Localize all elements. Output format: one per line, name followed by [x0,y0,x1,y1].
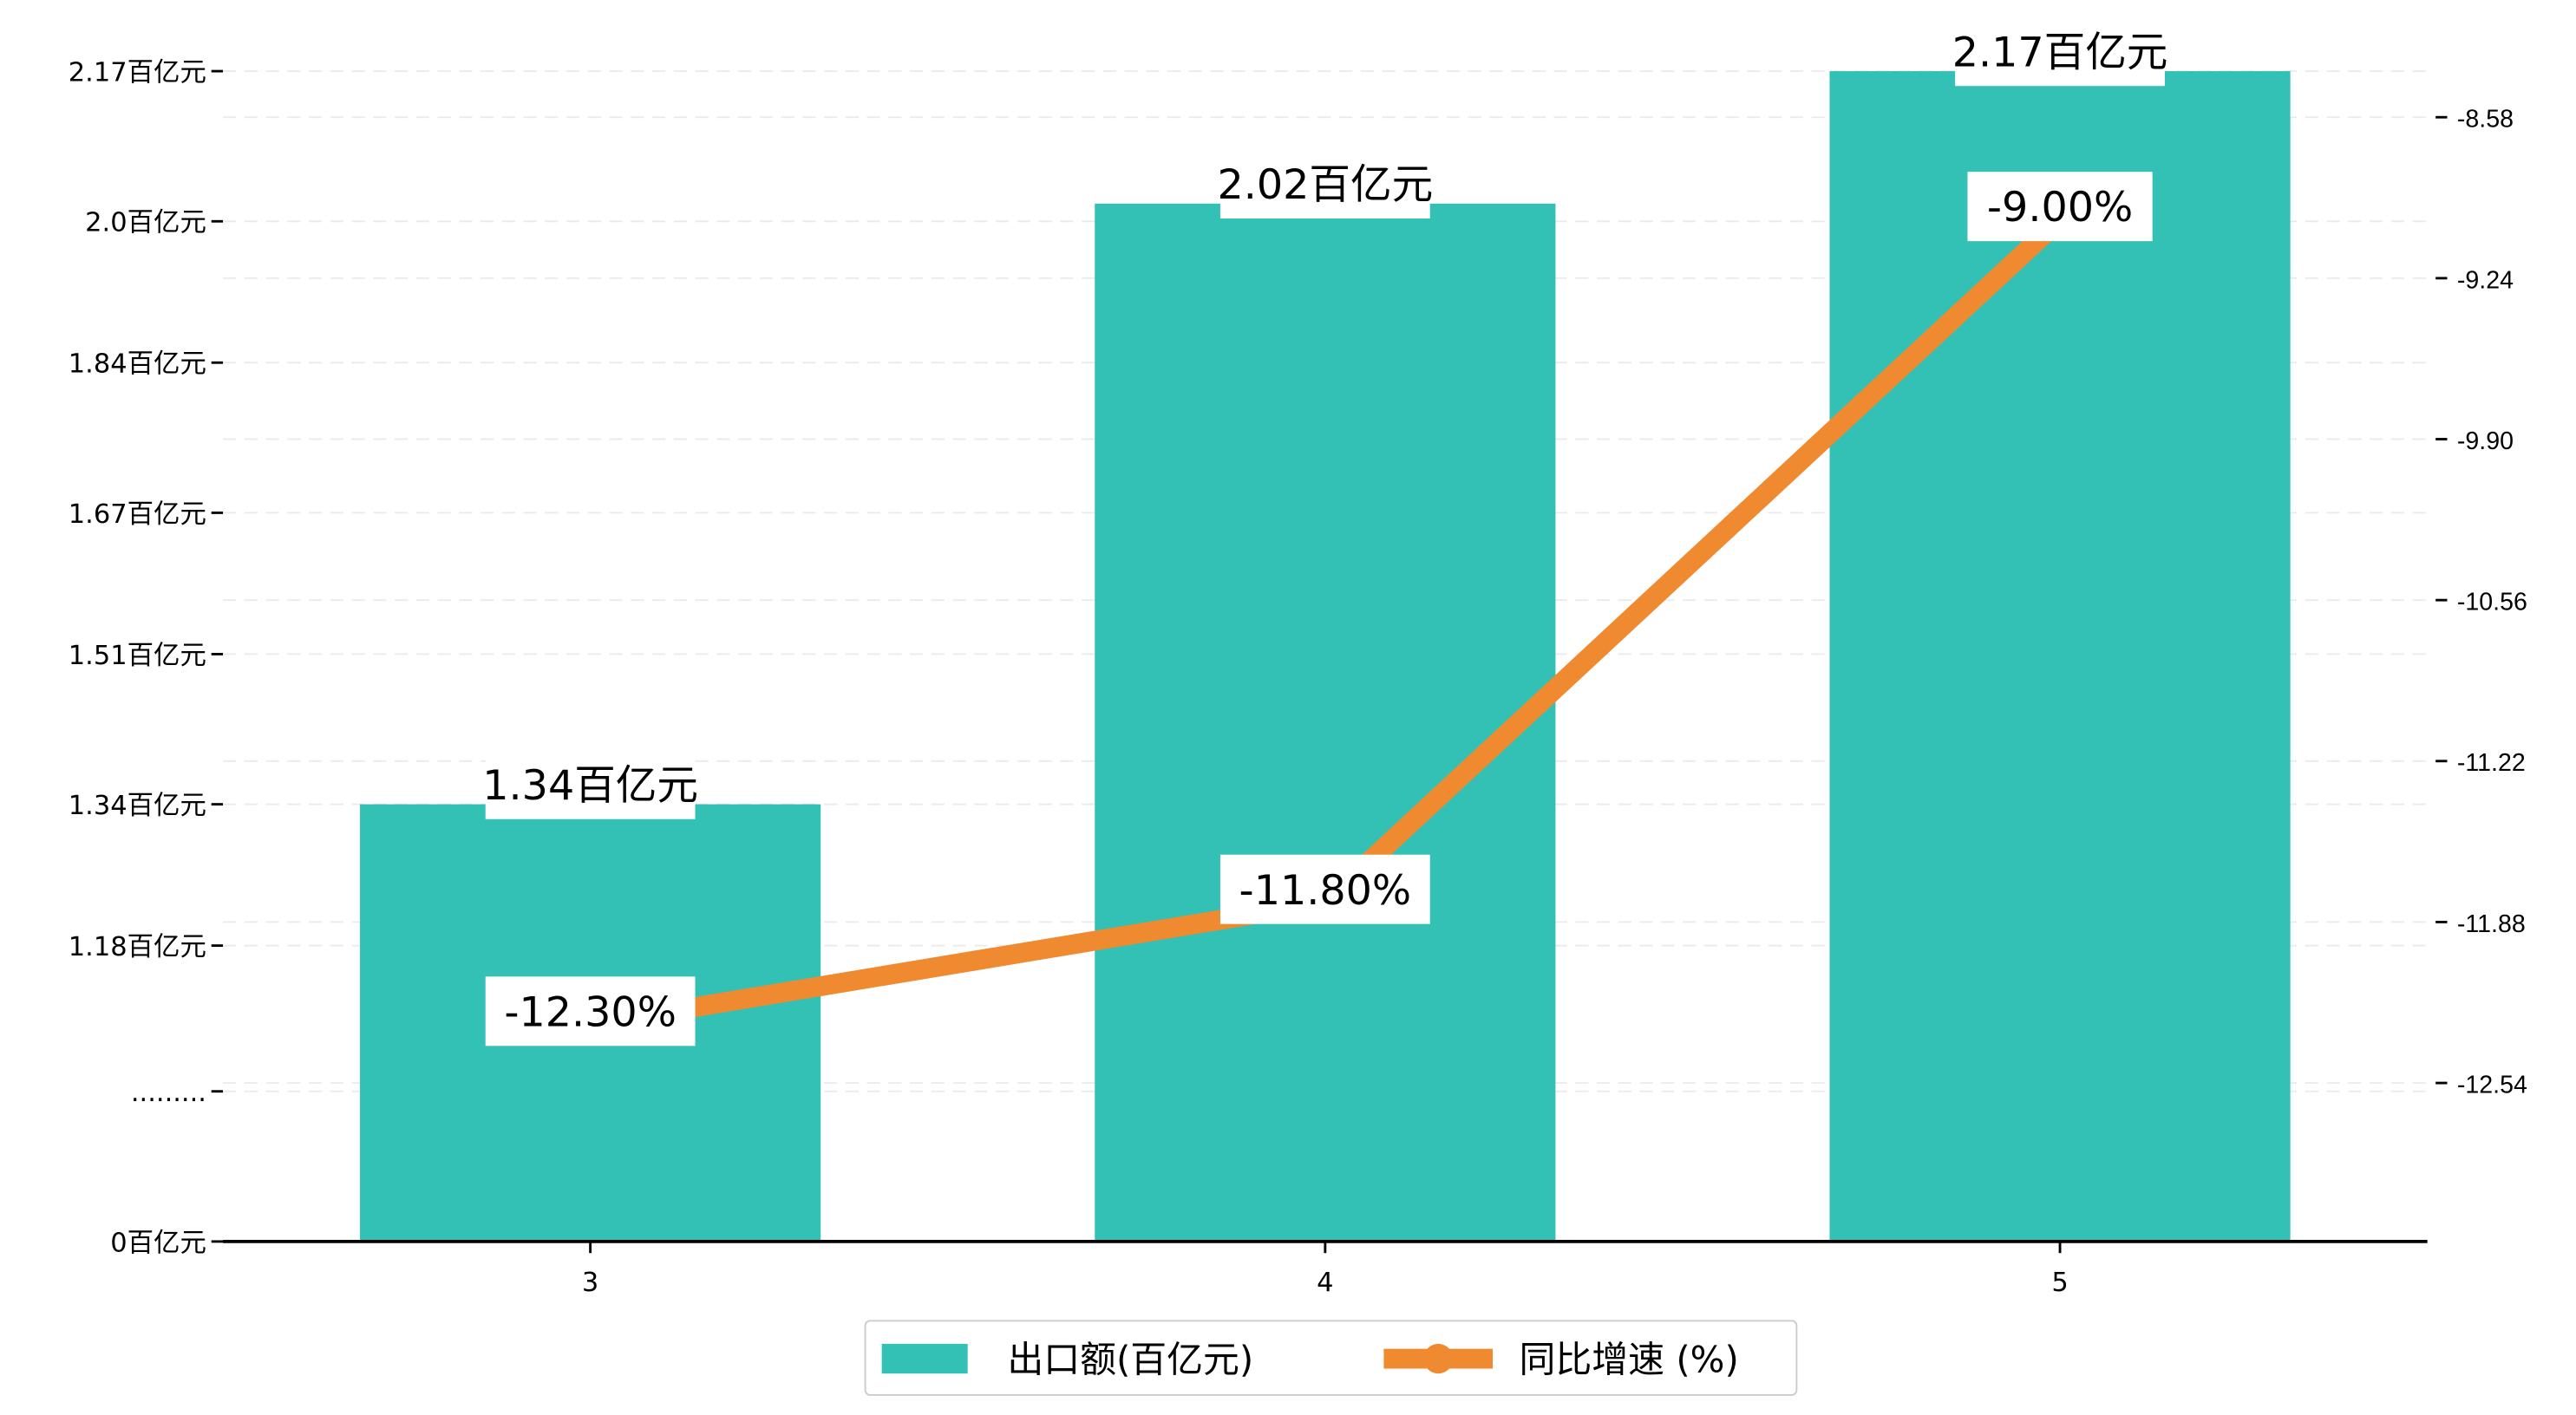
right-tick-label: -11.88 [2457,910,2526,938]
legend-swatch-bar [881,1343,968,1374]
bar-value-label-box [1955,16,2165,87]
right-tick-label: -9.24 [2457,266,2514,294]
bar [1095,203,1556,1242]
bar-value-label: 2.02百亿元 [1218,161,1434,209]
legend-label-line: 同比增速 (%) [1520,1338,1739,1380]
left-tick-label: 1.84百亿元 [69,349,206,380]
growth-value-label-box [485,976,696,1047]
bar-value-label-box [1219,149,1430,219]
left-tick-label: 1.34百亿元 [69,791,206,821]
legend-marker-icon [1423,1343,1454,1374]
axes: 2.17百亿元 2.0百亿元 1.84百亿元 1.67百亿元 1.51百亿元 1.34百亿… [69,57,2527,1298]
right-tick-label: -8.58 [2457,106,2514,134]
growth-value-label: -9.00% [1987,184,2133,231]
data-labels: 1.34百亿元 2.02百亿元 2.17百亿元 -12.30% -11.80% -9.00… [482,16,2168,1047]
x-tick-label: 4 [1317,1268,1333,1298]
right-tick-label: -12.54 [2457,1071,2527,1099]
left-tick-label: 2.0百亿元 [85,208,206,238]
right-tick-label: -10.56 [2457,589,2527,616]
legend-box [864,1320,1798,1396]
x-tick-label: 3 [582,1268,598,1298]
legend-label-bar: 出口额(百亿元) [1007,1338,1253,1380]
right-tick-label: -9.90 [2457,427,2514,455]
growth-value-label-box [1967,172,2153,242]
legend: 出口额(百亿元) 同比增速 (%) [864,1320,1798,1396]
left-tick-label: ......... [131,1078,206,1108]
growth-value-label: -12.30% [504,988,677,1036]
left-tick-label: 1.18百亿元 [69,932,206,962]
growth-value-label: -11.80% [1239,867,1412,915]
left-tick-label: 0百亿元 [110,1228,206,1258]
right-tick-label: -11.22 [2457,749,2526,777]
growth-value-label-box [1219,854,1430,924]
bar-series [360,71,2291,1242]
bar [1829,71,2291,1242]
left-tick-label: 1.51百亿元 [69,641,206,671]
left-tick-label: 2.17百亿元 [69,57,206,88]
bar-value-label-box [485,749,696,819]
bar-value-label: 1.34百亿元 [482,762,698,810]
x-tick-label: 5 [2051,1268,2068,1298]
bar-value-label: 2.17百亿元 [1952,29,2168,76]
left-tick-label: 1.67百亿元 [69,499,206,530]
